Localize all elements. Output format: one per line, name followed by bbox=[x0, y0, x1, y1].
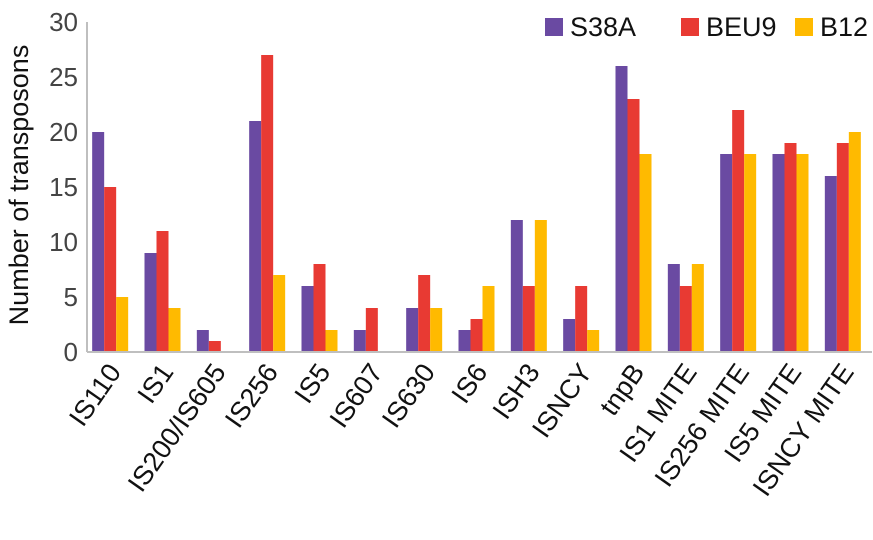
bar-beu9-is607 bbox=[365, 308, 378, 352]
bar-beu9-isncy bbox=[575, 286, 588, 352]
bar-beu9-is1-mite bbox=[679, 286, 692, 352]
bars-group bbox=[92, 55, 861, 352]
y-tick-label: 30 bbox=[49, 7, 78, 37]
legend-label-s38a: S38A bbox=[570, 12, 636, 42]
bar-s38a-is256 bbox=[249, 121, 262, 352]
bar-b12-is6 bbox=[482, 286, 495, 352]
bar-s38a-is5 bbox=[301, 286, 314, 352]
bar-beu9-is200-is605 bbox=[208, 341, 221, 352]
y-axis-ticks: 0 5 10 15 20 25 30 bbox=[49, 7, 78, 367]
y-axis-title: Number of transposons bbox=[4, 45, 34, 326]
x-category-label: IS630 bbox=[376, 358, 441, 433]
y-tick-label: 0 bbox=[64, 337, 78, 367]
bar-s38a-is200-is605 bbox=[196, 330, 209, 352]
legend-label-beu9: BEU9 bbox=[706, 12, 777, 42]
bar-b12-is630 bbox=[430, 308, 443, 352]
bar-b12-isncy bbox=[587, 330, 600, 352]
legend-label-b12: B12 bbox=[820, 12, 868, 42]
bar-beu9-is6 bbox=[470, 319, 483, 352]
bar-b12-is5-mite bbox=[796, 154, 809, 352]
y-tick-label: 10 bbox=[49, 227, 78, 257]
bar-beu9-ish3 bbox=[522, 286, 535, 352]
bar-beu9-is256-mite bbox=[732, 110, 745, 352]
bar-beu9-is110 bbox=[104, 187, 117, 352]
bar-s38a-is607 bbox=[353, 330, 366, 352]
bar-beu9-is630 bbox=[418, 275, 431, 352]
bar-s38a-is5-mite bbox=[772, 154, 785, 352]
legend-swatch-b12 bbox=[795, 18, 813, 36]
bar-s38a-isncy-mite bbox=[824, 176, 837, 352]
y-tick-label: 5 bbox=[64, 282, 78, 312]
x-category-label: IS6 bbox=[446, 358, 494, 408]
y-tick-label: 20 bbox=[49, 117, 78, 147]
legend-swatch-beu9 bbox=[681, 18, 699, 36]
bar-s38a-ish3 bbox=[510, 220, 523, 352]
x-category-label: IS256 bbox=[219, 358, 284, 433]
bar-s38a-isncy bbox=[563, 319, 576, 352]
bar-s38a-is1-mite bbox=[667, 264, 680, 352]
bar-beu9-tnpb bbox=[627, 99, 640, 352]
bar-beu9-is1 bbox=[156, 231, 169, 352]
bar-beu9-isncy-mite bbox=[836, 143, 849, 352]
bar-s38a-is1 bbox=[144, 253, 157, 352]
bar-b12-is256-mite bbox=[744, 154, 757, 352]
bar-beu9-is256 bbox=[261, 55, 274, 352]
bar-b12-isncy-mite bbox=[848, 132, 861, 352]
bar-beu9-is5 bbox=[313, 264, 326, 352]
bar-s38a-is6 bbox=[458, 330, 471, 352]
bar-s38a-is110 bbox=[92, 132, 105, 352]
legend: S38A BEU9 B12 bbox=[545, 12, 868, 42]
x-category-label: IS110 bbox=[63, 358, 127, 431]
y-tick-label: 15 bbox=[49, 172, 78, 202]
bar-beu9-is5-mite bbox=[784, 143, 797, 352]
bar-b12-ish3 bbox=[534, 220, 547, 352]
bar-b12-is5 bbox=[325, 330, 338, 352]
x-category-label: IS607 bbox=[324, 358, 389, 433]
x-category-label: IS1 bbox=[132, 358, 180, 408]
bar-b12-is1-mite bbox=[691, 264, 704, 352]
bar-s38a-is256-mite bbox=[720, 154, 733, 352]
bar-s38a-tnpb bbox=[615, 66, 628, 352]
bar-b12-tnpb bbox=[639, 154, 652, 352]
bar-b12-is256 bbox=[273, 275, 286, 352]
x-category-label: IS5 bbox=[289, 358, 337, 408]
bar-b12-is110 bbox=[116, 297, 129, 352]
legend-swatch-s38a bbox=[545, 18, 563, 36]
bar-s38a-is630 bbox=[406, 308, 419, 352]
y-tick-label: 25 bbox=[49, 62, 78, 92]
bar-b12-is1 bbox=[168, 308, 181, 352]
